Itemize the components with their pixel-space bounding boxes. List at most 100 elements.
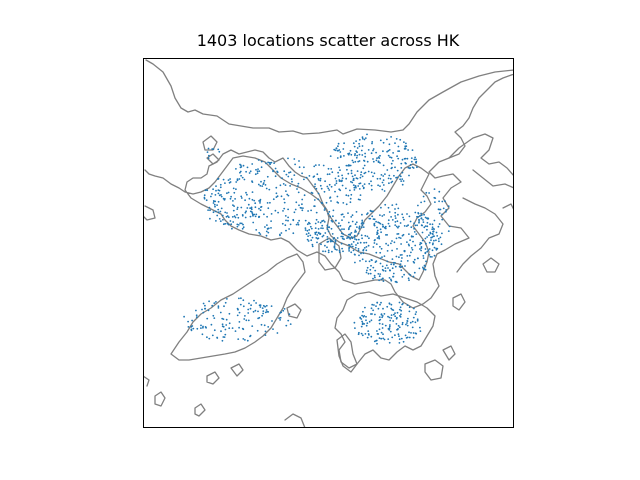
scatter-point <box>414 156 416 159</box>
scatter-point <box>386 234 388 236</box>
scatter-point <box>444 200 446 203</box>
scatter-point <box>394 215 397 217</box>
scatter-point <box>192 327 195 330</box>
scatter-point <box>217 211 220 214</box>
scatter-point <box>330 240 333 242</box>
scatter-point <box>403 141 405 143</box>
scatter-point <box>201 308 203 311</box>
scatter-point <box>394 221 397 223</box>
scatter-point <box>221 323 224 326</box>
scatter-point <box>391 204 394 207</box>
scatter-point <box>394 166 396 169</box>
scatter-point <box>210 323 213 326</box>
scatter-point <box>361 221 364 224</box>
scatter-point <box>387 154 390 157</box>
scatter-point <box>327 167 330 170</box>
scatter-point <box>330 168 333 170</box>
scatter-point <box>307 235 309 238</box>
scatter-point <box>350 236 353 238</box>
scatter-point <box>343 216 345 218</box>
scatter-point <box>414 244 417 247</box>
scatter-point <box>431 249 434 252</box>
scatter-point <box>377 307 380 310</box>
scatter-point <box>217 307 220 309</box>
scatter-point <box>234 330 237 332</box>
scatter-point <box>438 190 441 193</box>
scatter-point <box>264 330 267 333</box>
scatter-point <box>392 309 395 311</box>
scatter-point <box>354 185 357 187</box>
scatter-point <box>336 237 339 239</box>
scatter-point <box>416 318 419 321</box>
scatter-point <box>240 197 243 199</box>
scatter-point <box>399 222 402 224</box>
scatter-point <box>361 224 364 227</box>
scatter-point <box>398 338 401 341</box>
scatter-point <box>408 336 411 339</box>
scatter-point <box>227 216 230 219</box>
scatter-point <box>400 243 402 245</box>
scatter-point <box>251 325 254 327</box>
scatter-point <box>240 164 242 167</box>
scatter-point <box>321 224 324 227</box>
scatter-point <box>191 325 194 327</box>
coastline-mainland <box>144 59 514 309</box>
scatter-point <box>228 322 231 325</box>
scatter-point <box>268 161 271 164</box>
scatter-point <box>380 174 383 176</box>
scatter-point <box>363 323 366 325</box>
scatter-point <box>213 317 216 319</box>
scatter-point <box>328 173 331 175</box>
scatter-point <box>220 207 223 210</box>
scatter-point <box>394 280 397 283</box>
scatter-point <box>333 243 336 245</box>
scatter-point <box>318 164 320 166</box>
scatter-point <box>281 177 283 179</box>
scatter-point <box>398 301 401 304</box>
scatter-point <box>329 215 332 218</box>
scatter-point <box>363 247 366 249</box>
scatter-point <box>353 234 356 237</box>
scatter-point <box>384 324 387 327</box>
scatter-point <box>381 265 384 268</box>
scatter-point <box>378 275 381 278</box>
scatter-point <box>237 216 240 219</box>
scatter-point <box>397 207 400 210</box>
scatter-point <box>320 227 322 230</box>
scatter-point <box>319 221 322 224</box>
scatter-point <box>351 245 354 248</box>
scatter-point <box>411 320 414 323</box>
scatter-point <box>402 216 404 219</box>
scatter-point <box>203 196 206 199</box>
scatter-point <box>406 157 409 160</box>
scatter-point <box>212 202 215 204</box>
scatter-point <box>334 177 337 180</box>
scatter-point <box>401 323 404 326</box>
scatter-point <box>395 203 398 206</box>
scatter-point <box>395 237 398 240</box>
scatter-point <box>435 239 437 242</box>
scatter-point <box>238 311 241 314</box>
scatter-point <box>427 249 430 252</box>
scatter-point <box>285 229 287 232</box>
scatter-point <box>390 167 393 170</box>
scatter-point <box>266 175 269 178</box>
scatter-point <box>280 232 283 234</box>
scatter-point <box>210 195 212 198</box>
scatter-point <box>361 213 363 216</box>
scatter-point <box>380 247 383 250</box>
scatter-point <box>401 213 404 216</box>
scatter-point <box>355 211 358 213</box>
scatter-point <box>272 170 274 173</box>
scatter-point <box>406 255 409 257</box>
scatter-point <box>372 277 374 280</box>
scatter-point <box>399 138 402 141</box>
scatter-point <box>398 256 400 259</box>
scatter-point <box>416 224 418 227</box>
scatter-point <box>242 299 245 302</box>
scatter-point <box>235 168 237 170</box>
scatter-point <box>209 217 211 220</box>
coastline-small-island-5 <box>424 359 444 381</box>
scatter-point <box>433 246 436 249</box>
scatter-point <box>245 210 247 213</box>
